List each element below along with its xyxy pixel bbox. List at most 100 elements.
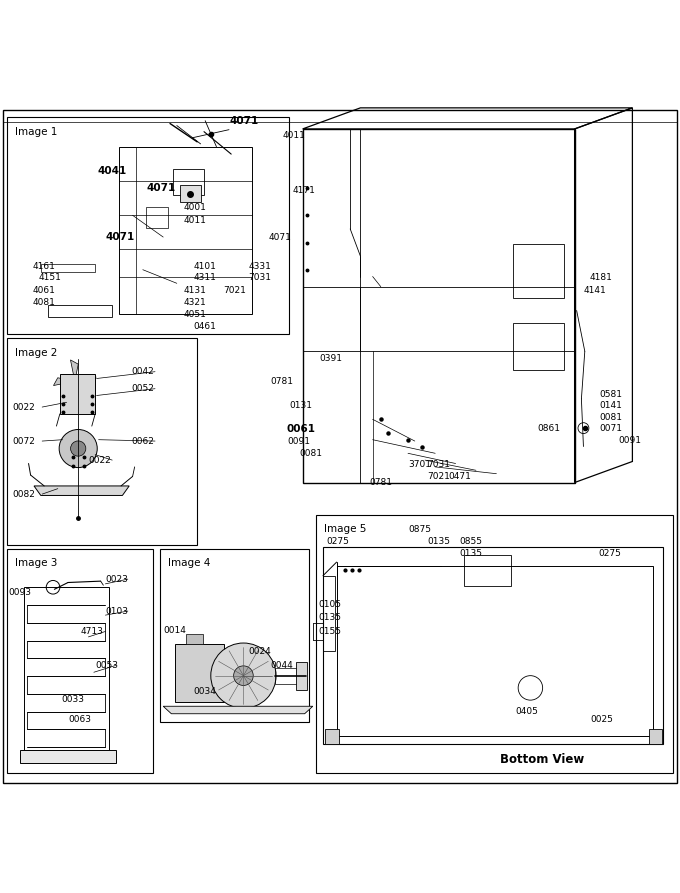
Bar: [316, 514, 673, 773]
Text: 0155: 0155: [318, 627, 341, 636]
Bar: [7, 548, 153, 773]
Text: 7021: 7021: [223, 286, 246, 295]
Text: 0103: 0103: [105, 606, 129, 615]
Bar: [186, 633, 203, 644]
Bar: [60, 374, 95, 413]
Circle shape: [59, 430, 97, 468]
Bar: [323, 547, 663, 745]
Text: 4151: 4151: [39, 273, 62, 282]
Text: 4321: 4321: [184, 298, 206, 307]
Bar: [24, 588, 109, 750]
Polygon shape: [54, 378, 75, 386]
Bar: [464, 555, 511, 586]
Text: 4041: 4041: [97, 166, 126, 176]
Text: 0275: 0275: [598, 549, 622, 558]
Text: 0023: 0023: [105, 574, 129, 584]
Text: 0461: 0461: [194, 321, 217, 330]
Bar: [325, 730, 339, 745]
Circle shape: [211, 643, 276, 708]
Circle shape: [234, 666, 253, 686]
Text: 0024: 0024: [248, 647, 271, 656]
Text: 4071: 4071: [146, 183, 175, 193]
Text: 4011: 4011: [282, 130, 305, 139]
Bar: [41, 263, 95, 271]
Bar: [48, 305, 112, 317]
Bar: [160, 548, 309, 722]
Text: 0081: 0081: [599, 413, 622, 421]
Text: Image 2: Image 2: [15, 347, 57, 358]
Text: 0135: 0135: [427, 538, 450, 547]
Bar: [337, 565, 653, 736]
Text: Image 5: Image 5: [324, 524, 367, 534]
Polygon shape: [163, 706, 313, 714]
Text: 4101: 4101: [194, 262, 217, 271]
Polygon shape: [71, 381, 79, 403]
Text: 7031: 7031: [248, 273, 271, 282]
Text: 4713: 4713: [80, 627, 103, 636]
Text: 3701: 3701: [408, 461, 431, 470]
Polygon shape: [296, 662, 307, 690]
Bar: [146, 207, 168, 228]
Bar: [649, 730, 662, 745]
Text: 0014: 0014: [163, 626, 186, 635]
Text: 0025: 0025: [590, 715, 613, 724]
Text: 0071: 0071: [599, 424, 622, 433]
Polygon shape: [34, 486, 129, 496]
Bar: [323, 576, 335, 650]
Text: 0781: 0781: [369, 478, 392, 487]
Text: 0135: 0135: [318, 613, 341, 622]
Text: 0855: 0855: [459, 538, 482, 547]
Text: Image 4: Image 4: [168, 558, 210, 569]
Text: 0875: 0875: [408, 525, 431, 534]
Text: Image 3: Image 3: [15, 558, 57, 569]
Bar: [173, 169, 204, 195]
Bar: [180, 185, 201, 202]
Text: 0072: 0072: [12, 437, 35, 446]
Text: 0034: 0034: [194, 687, 217, 696]
Text: 0081: 0081: [299, 449, 322, 458]
Text: 0091: 0091: [287, 437, 310, 446]
Text: 4071: 4071: [230, 116, 259, 127]
Text: 0093: 0093: [8, 588, 31, 597]
Text: 0042: 0042: [131, 367, 154, 376]
Text: 0581: 0581: [599, 389, 622, 398]
Text: 0061: 0061: [287, 424, 316, 435]
Text: 4331: 4331: [248, 262, 271, 271]
Text: 0053: 0053: [95, 661, 118, 670]
Text: 0105: 0105: [318, 600, 341, 609]
Text: 0131: 0131: [289, 401, 312, 410]
Text: 0062: 0062: [131, 437, 154, 446]
Text: 0275: 0275: [326, 538, 350, 547]
Text: 0022: 0022: [12, 403, 35, 412]
Text: 0135: 0135: [459, 549, 482, 558]
Text: 4011: 4011: [184, 215, 207, 224]
Bar: [7, 117, 289, 334]
Bar: [175, 644, 224, 702]
Text: 0033: 0033: [61, 695, 84, 704]
Text: 4061: 4061: [33, 286, 56, 295]
Text: 4161: 4161: [33, 262, 56, 271]
Bar: [513, 244, 564, 298]
Polygon shape: [75, 377, 96, 385]
Text: 0781: 0781: [271, 378, 294, 387]
Bar: [513, 322, 564, 371]
Text: 0091: 0091: [619, 436, 642, 445]
Text: 4311: 4311: [194, 273, 217, 282]
Text: 4181: 4181: [590, 273, 613, 282]
Text: 4131: 4131: [184, 286, 207, 295]
Text: 0391: 0391: [320, 354, 343, 363]
Text: 0063: 0063: [68, 715, 91, 724]
Text: 4071: 4071: [269, 232, 292, 242]
Text: 4171: 4171: [292, 186, 316, 195]
Bar: [303, 129, 575, 482]
Text: 0052: 0052: [131, 384, 154, 393]
Bar: [7, 338, 197, 545]
Text: 0861: 0861: [537, 424, 560, 433]
Text: 0022: 0022: [88, 455, 111, 464]
Text: Image 1: Image 1: [15, 127, 57, 137]
Bar: [20, 750, 116, 763]
Text: 0082: 0082: [12, 489, 35, 498]
Text: Bottom View: Bottom View: [500, 753, 584, 766]
Text: 0471: 0471: [449, 472, 472, 481]
Text: 0044: 0044: [271, 661, 293, 670]
